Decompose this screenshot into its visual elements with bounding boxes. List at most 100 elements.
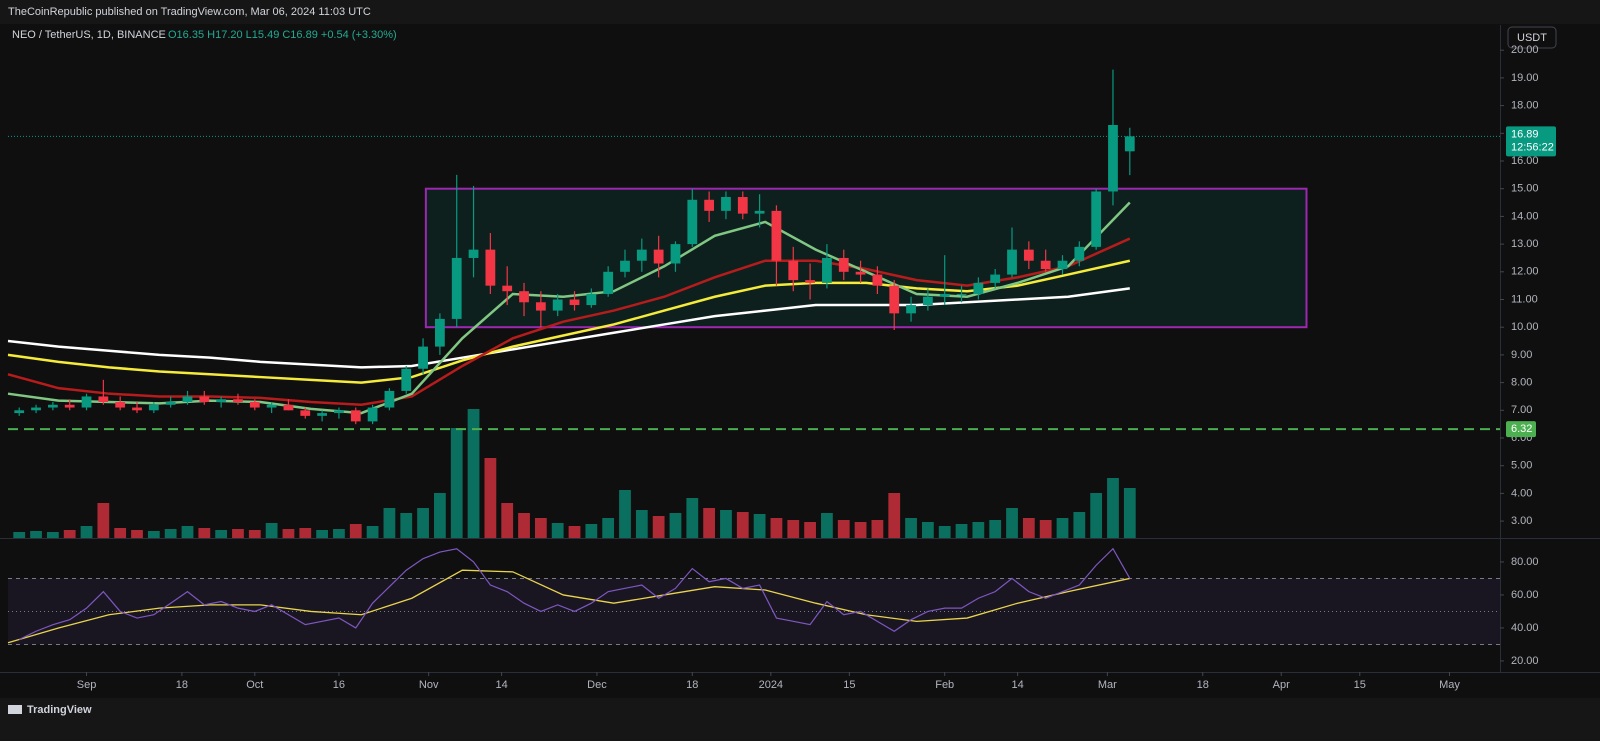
candle-body	[300, 410, 311, 416]
candle-body	[956, 293, 967, 295]
currency[interactable]: USDT	[1517, 32, 1547, 44]
volume-bar	[484, 458, 497, 538]
volume-bar	[770, 518, 783, 538]
volume-bar	[1006, 508, 1018, 538]
rsi-tick-label: 80.00	[1511, 556, 1539, 568]
candle-body	[1007, 249, 1017, 275]
candle-body	[485, 249, 496, 286]
volume-bar	[400, 513, 413, 538]
volume-bar	[720, 510, 732, 538]
volume-bar	[164, 529, 177, 538]
volume-bar	[147, 531, 160, 538]
volume-bar	[114, 528, 127, 538]
candle-body	[266, 404, 277, 408]
candle-body	[906, 305, 916, 314]
candle-body	[973, 282, 984, 294]
candle-body	[283, 404, 294, 411]
volume-bar	[652, 516, 665, 538]
volume-bar	[434, 493, 446, 538]
volume-bar	[316, 530, 328, 538]
volume-bar	[1056, 518, 1069, 538]
candle-body	[64, 404, 75, 408]
candle-body	[1074, 246, 1085, 261]
candle-body	[199, 396, 210, 402]
volume-bar	[854, 522, 867, 538]
y-tick-label: 15.00	[1511, 183, 1539, 195]
volume-bar	[383, 508, 396, 538]
candle-body	[855, 271, 866, 275]
y-tick-label: 10.00	[1511, 321, 1539, 333]
y-tick-label: 9.00	[1511, 349, 1532, 361]
candle-body	[737, 197, 748, 214]
volume-bar	[1073, 512, 1086, 538]
y-tick-label: 8.00	[1511, 377, 1532, 389]
x-tick-label: 15	[843, 679, 855, 691]
candle-body	[939, 293, 950, 297]
rsi-line	[18, 547, 1131, 641]
candle-body	[132, 407, 142, 411]
candle-body	[990, 274, 1001, 283]
y-tick-label: 3.00	[1511, 515, 1532, 527]
volume-bar	[518, 513, 530, 538]
volume-bar	[467, 409, 480, 538]
volume-bar	[938, 526, 951, 538]
candle-body	[636, 249, 647, 261]
volume-bar	[619, 490, 631, 538]
x-tick-label: Apr	[1273, 679, 1290, 691]
volume-bar	[703, 508, 716, 538]
candle-body	[889, 285, 900, 314]
candle-body	[384, 390, 395, 408]
last-price-box	[1506, 126, 1556, 157]
x-tick-label: Mar	[1098, 679, 1117, 691]
volume-bar	[888, 493, 901, 538]
currency-button[interactable]	[1507, 26, 1557, 49]
candle-body	[216, 399, 227, 402]
candle-body	[418, 346, 428, 369]
volume-bar	[450, 428, 463, 538]
candle-body	[922, 296, 933, 306]
moving-average	[7, 201, 1131, 415]
volume-bar	[1039, 520, 1052, 538]
candle-body	[838, 257, 849, 272]
candle-body	[872, 274, 883, 286]
volume-bar	[232, 529, 244, 538]
candle-body	[1040, 260, 1051, 270]
candle-body	[401, 368, 412, 391]
candle-body	[468, 249, 479, 258]
volume-bar	[989, 520, 1002, 538]
countdown: 12:56:22	[1511, 141, 1554, 153]
candle-body	[1023, 249, 1034, 261]
candle-body	[502, 285, 513, 292]
candle-body	[552, 299, 563, 311]
candle-body	[670, 244, 681, 264]
volume-bar	[1022, 518, 1035, 538]
volume-bar	[921, 522, 934, 538]
y-tick-label: 16.00	[1511, 155, 1539, 167]
support-label: 6.32	[1511, 423, 1532, 435]
candle-body	[805, 280, 815, 283]
candle-body	[14, 410, 25, 414]
candle-body	[687, 199, 698, 245]
volume-bar	[753, 514, 766, 538]
volume-bar	[501, 503, 514, 538]
candle-body	[535, 302, 546, 311]
x-tick-label: May	[1439, 679, 1460, 691]
candle-body	[754, 210, 765, 214]
volume-bar	[635, 510, 648, 538]
candle-body	[233, 399, 243, 402]
volume-bar	[804, 522, 816, 538]
volume-bar	[366, 526, 379, 538]
volume-bar	[1090, 493, 1103, 538]
x-tick-label: Dec	[587, 679, 607, 691]
candle-body	[47, 404, 58, 408]
candle-body	[620, 260, 630, 272]
x-tick-label: 15	[1354, 679, 1366, 691]
volume-bar	[30, 531, 42, 538]
candle-body	[1108, 124, 1118, 192]
candle-body	[115, 401, 126, 408]
x-tick-label: 18	[176, 679, 188, 691]
x-tick-label: 18	[686, 679, 698, 691]
